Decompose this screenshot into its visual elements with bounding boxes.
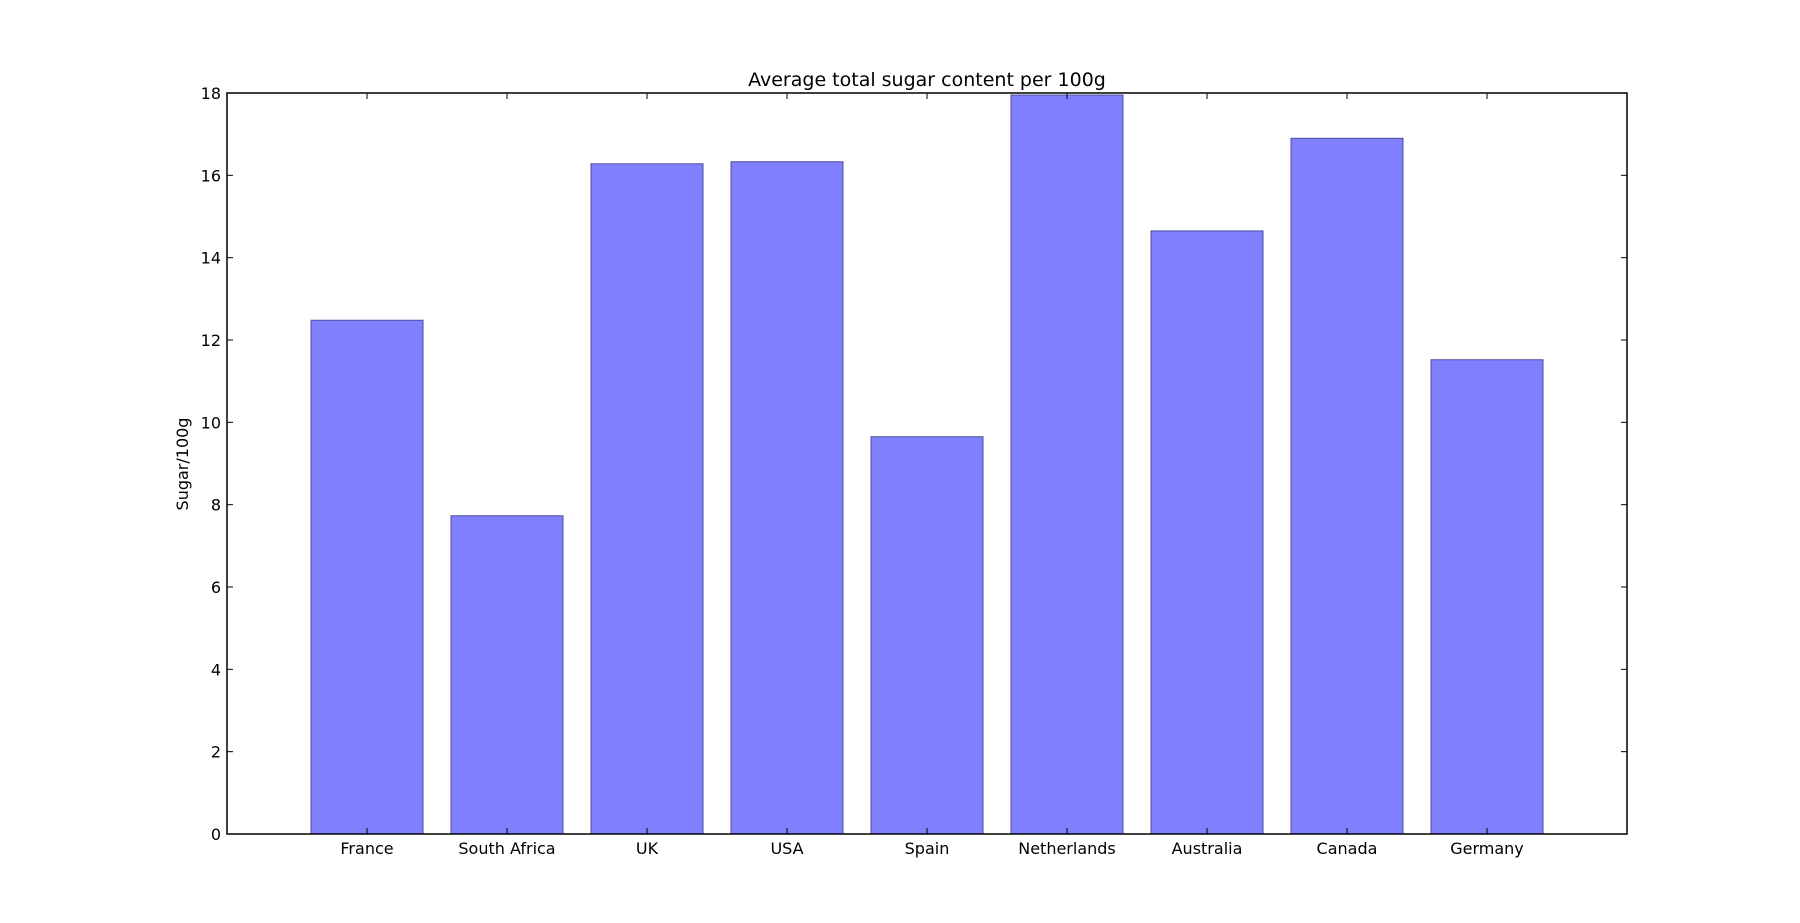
x-tick-label: UK xyxy=(636,839,659,858)
y-tick-label: 8 xyxy=(211,496,221,515)
x-tick-label: France xyxy=(340,839,393,858)
y-axis-label: Sugar/100g xyxy=(173,418,192,511)
y-tick-label: 12 xyxy=(201,331,221,350)
x-tick-label: South Africa xyxy=(458,839,555,858)
bar-usa xyxy=(730,161,844,835)
x-tick-label: Spain xyxy=(905,839,950,858)
y-tick-label: 10 xyxy=(201,413,221,432)
bar-australia xyxy=(1150,230,1264,835)
plot-frame xyxy=(226,92,1628,835)
bar-netherlands xyxy=(1010,94,1124,835)
bar-spain xyxy=(870,436,984,835)
bar-france xyxy=(310,319,424,835)
x-tick-label: Australia xyxy=(1172,839,1243,858)
x-tick-label: USA xyxy=(770,839,803,858)
ticks-group: France South Africa UK USA Spain Netherlands A… xyxy=(201,84,1627,858)
x-tick-label: Netherlands xyxy=(1018,839,1116,858)
y-tick-label: 16 xyxy=(201,166,221,185)
bar-south-africa xyxy=(450,515,564,835)
y-tick-label: 6 xyxy=(211,578,221,597)
y-tick-label: 14 xyxy=(201,249,221,268)
bar-germany xyxy=(1430,359,1544,835)
chart-title: Average total sugar content per 100g xyxy=(748,69,1106,91)
y-tick-label: 4 xyxy=(211,660,221,679)
bar-uk xyxy=(590,163,704,835)
y-tick-label: 0 xyxy=(211,825,221,844)
bars-group xyxy=(310,94,1544,835)
y-tick-label: 2 xyxy=(211,743,221,762)
x-tick-label: Germany xyxy=(1450,839,1524,858)
y-tick-label: 18 xyxy=(201,84,221,103)
x-tick-label: Canada xyxy=(1317,839,1378,858)
bar-canada xyxy=(1290,137,1404,835)
